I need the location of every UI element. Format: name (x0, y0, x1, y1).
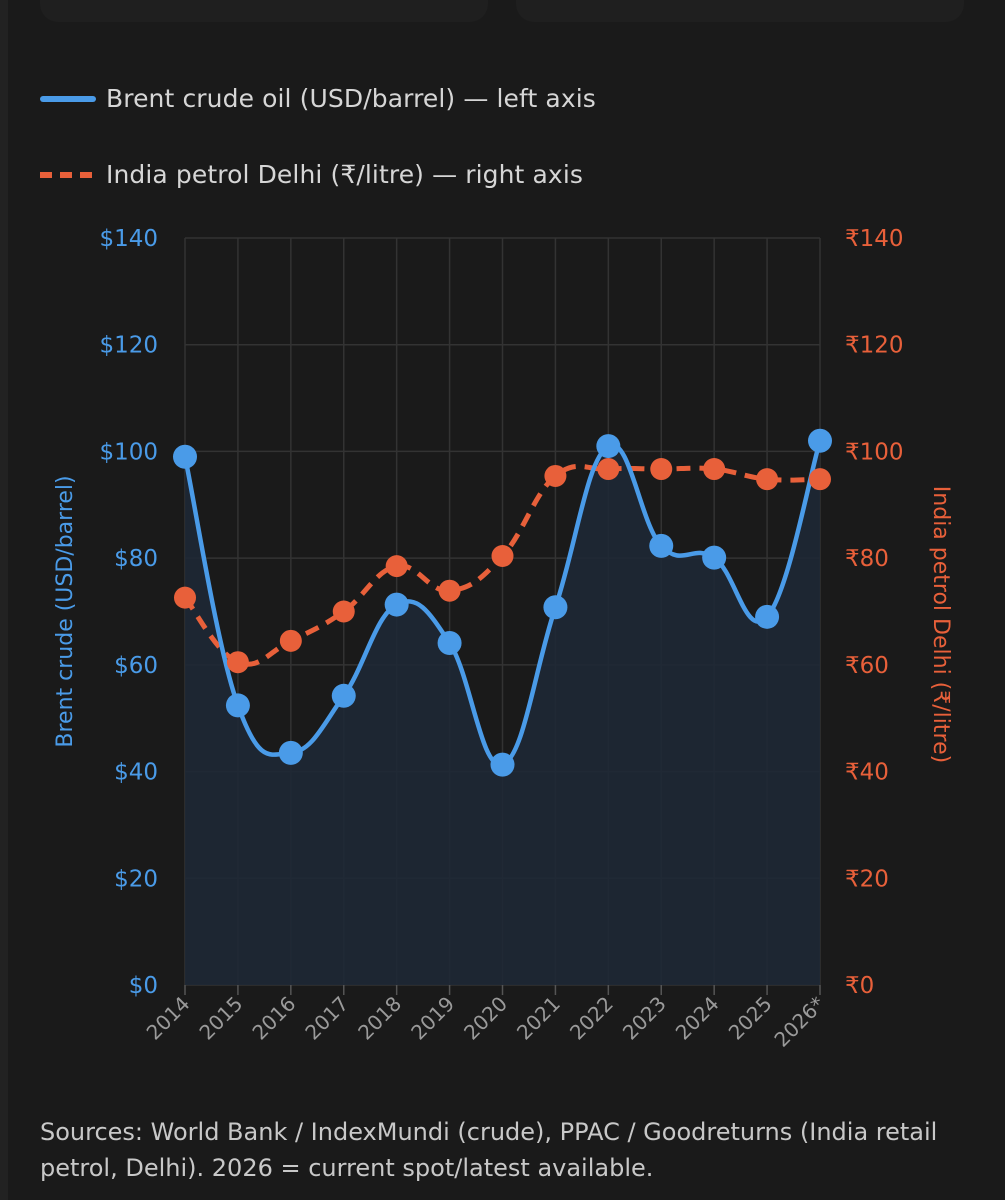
data-point-brent-2026* (808, 428, 832, 453)
x-tick-label: 2017 (300, 992, 353, 1045)
x-tick-label: 2014 (142, 992, 195, 1045)
source-note: Sources: World Bank / IndexMundi (crude)… (40, 1118, 938, 1182)
y-right-axis-title: India petrol Delhi (₹/litre) (928, 486, 953, 763)
data-point-petrol-2024 (703, 458, 726, 481)
y-left-tick-label: $60 (114, 653, 158, 679)
data-point-brent-2022 (596, 434, 621, 459)
y-left-tick-label: $140 (99, 226, 158, 252)
data-point-petrol-2026* (809, 468, 831, 491)
x-tick-label: 2016 (247, 992, 300, 1045)
y-right-tick-label: ₹100 (845, 439, 904, 465)
y-left-tick-label: $80 (114, 546, 158, 572)
top-card-left (40, 0, 488, 22)
x-tick-label: 2022 (565, 992, 618, 1045)
y-right-tick-label: ₹140 (845, 226, 904, 252)
y-left-tick-label: $0 (129, 973, 158, 999)
y-right-tick-label: ₹120 (845, 333, 904, 359)
brent-area-fill (185, 440, 820, 985)
legend-item-petrol: India petrol Delhi (₹/litre) — right axi… (40, 160, 583, 189)
y-left-tick-label: $40 (114, 760, 158, 786)
data-point-brent-2016 (278, 740, 303, 765)
x-tick-label: 2024 (671, 992, 724, 1045)
x-tick-label: 2021 (512, 992, 565, 1045)
x-tick-label: 2025 (724, 992, 777, 1045)
data-point-brent-2024 (702, 545, 727, 570)
legend-swatch-petrol (40, 171, 96, 178)
data-point-petrol-2018 (385, 555, 408, 578)
x-tick-label: 2020 (459, 992, 512, 1045)
data-point-petrol-2017 (332, 600, 355, 623)
data-point-petrol-2022 (597, 458, 620, 481)
data-point-brent-2015 (225, 693, 250, 718)
top-card-right (516, 0, 964, 22)
legend-label-brent: Brent crude oil (USD/barrel) — left axis (106, 84, 596, 113)
x-tick-label: 2019 (406, 992, 459, 1045)
data-point-brent-2023 (649, 533, 674, 558)
data-point-petrol-2016 (279, 629, 302, 652)
data-point-petrol-2019 (438, 579, 461, 602)
y-right-tick-label: ₹60 (845, 653, 889, 679)
data-point-brent-2017 (331, 683, 356, 708)
y-left-tick-label: $120 (99, 333, 158, 359)
y-right-tick-label: ₹20 (845, 866, 889, 892)
y-left-tick-label: $100 (99, 439, 158, 465)
data-point-petrol-2021 (544, 464, 567, 487)
y-right-tick-label: ₹80 (845, 546, 889, 572)
y-right-tick-label: ₹40 (845, 760, 889, 786)
legend-swatch-brent (40, 95, 96, 102)
x-tick-label: 2018 (353, 992, 406, 1045)
data-point-petrol-2025 (756, 468, 779, 491)
legend-item-brent: Brent crude oil (USD/barrel) — left axis (40, 84, 596, 113)
data-point-brent-2014 (173, 444, 197, 469)
data-point-petrol-2020 (491, 545, 514, 568)
x-tick-label: 2023 (618, 992, 671, 1045)
data-point-brent-2020 (490, 752, 515, 777)
data-point-brent-2018 (384, 592, 409, 617)
dual-axis-line-chart: $0 $20 $40 $60 $80 $100 $120 $140 ₹0 ₹20 ₹40 ₹60 ₹80… (53, 226, 953, 1052)
x-tick-label: 2026* (769, 992, 829, 1052)
data-point-petrol-2014 (174, 586, 196, 609)
data-point-brent-2021 (543, 595, 568, 620)
x-tick-label: 2015 (194, 992, 247, 1045)
page-edge (0, 0, 8, 1200)
data-point-brent-2025 (755, 604, 780, 629)
legend-label-petrol: India petrol Delhi (₹/litre) — right axi… (106, 160, 583, 189)
y-left-tick-label: $20 (114, 866, 158, 892)
y-left-axis-title: Brent crude (USD/barrel) (53, 475, 78, 747)
y-right-tick-label: ₹0 (845, 973, 874, 999)
data-point-brent-2019 (437, 630, 462, 655)
data-point-petrol-2015 (226, 651, 249, 674)
data-point-petrol-2023 (650, 458, 673, 481)
